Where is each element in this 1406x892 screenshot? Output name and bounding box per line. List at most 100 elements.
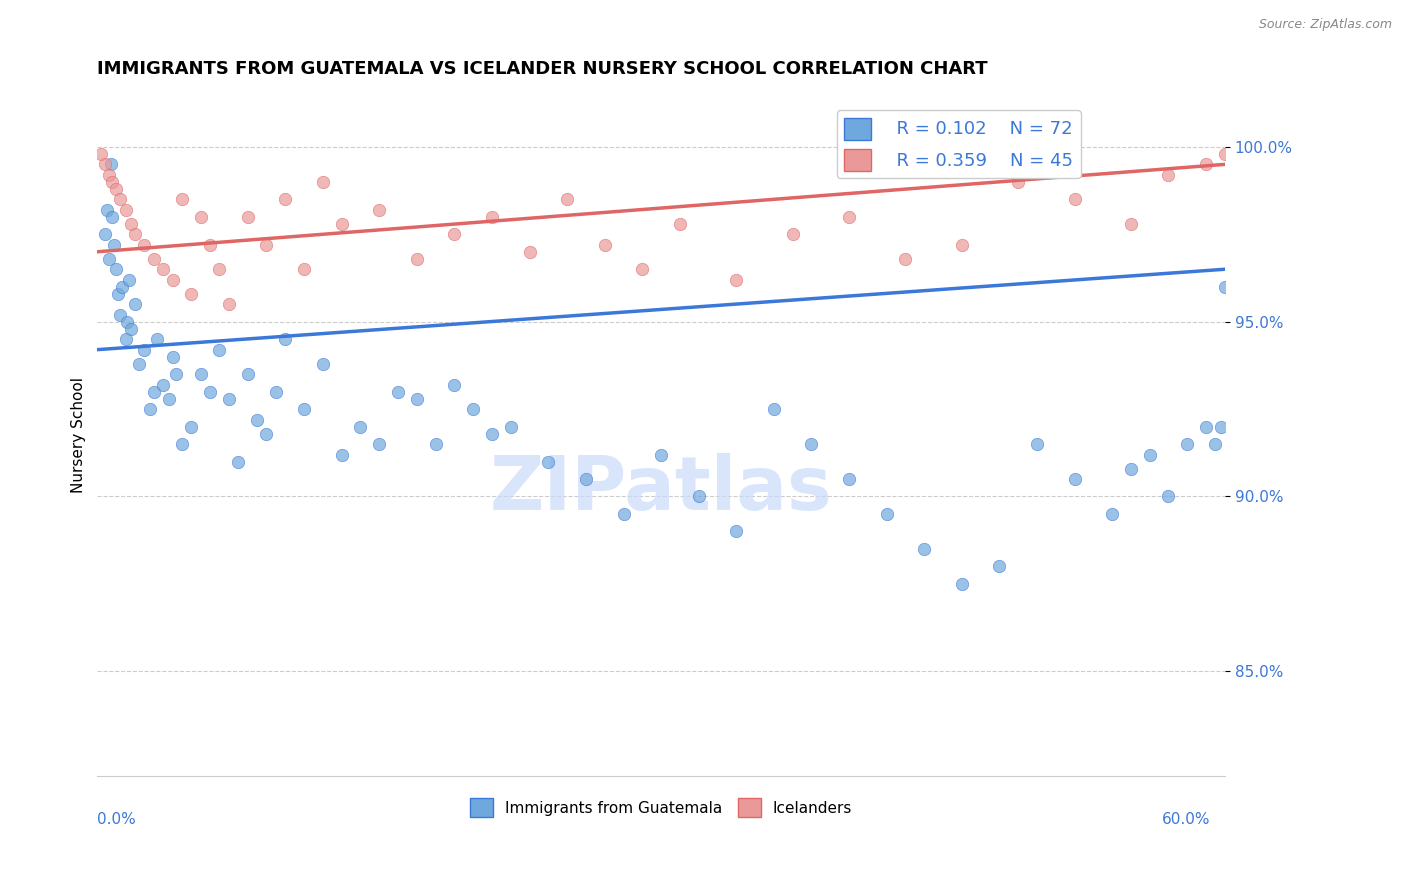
Point xyxy=(152,377,174,392)
Point xyxy=(387,384,409,399)
Point xyxy=(120,217,142,231)
Point xyxy=(555,192,578,206)
Point xyxy=(330,217,353,231)
Point xyxy=(612,507,634,521)
Point xyxy=(246,412,269,426)
Point xyxy=(631,262,654,277)
Point xyxy=(107,286,129,301)
Point xyxy=(198,237,221,252)
Point xyxy=(1007,175,1029,189)
Point xyxy=(94,157,117,171)
Point xyxy=(118,273,141,287)
Point xyxy=(894,252,917,266)
Text: 60.0%: 60.0% xyxy=(1163,812,1211,827)
Point xyxy=(1063,192,1085,206)
Point xyxy=(575,472,598,486)
Point xyxy=(105,262,128,277)
Point xyxy=(1119,217,1142,231)
Point xyxy=(725,524,748,539)
Point xyxy=(1195,419,1218,434)
Point xyxy=(405,252,427,266)
Point xyxy=(405,392,427,406)
Point xyxy=(782,227,804,242)
Point xyxy=(236,367,259,381)
Point xyxy=(236,210,259,224)
Point xyxy=(838,472,860,486)
Point xyxy=(101,210,124,224)
Point xyxy=(1157,490,1180,504)
Point xyxy=(108,192,131,206)
Y-axis label: Nursery School: Nursery School xyxy=(72,377,86,493)
Point xyxy=(139,402,162,417)
Point xyxy=(157,392,180,406)
Point xyxy=(292,402,315,417)
Point xyxy=(226,454,249,468)
Point xyxy=(105,182,128,196)
Point xyxy=(1139,448,1161,462)
Point xyxy=(1209,419,1232,434)
Point xyxy=(146,332,169,346)
Point xyxy=(190,210,212,224)
Point xyxy=(800,437,823,451)
Point xyxy=(443,227,465,242)
Text: IMMIGRANTS FROM GUATEMALA VS ICELANDER NURSERY SCHOOL CORRELATION CHART: IMMIGRANTS FROM GUATEMALA VS ICELANDER N… xyxy=(97,60,988,78)
Point xyxy=(97,168,120,182)
Point xyxy=(190,367,212,381)
Legend: Immigrants from Guatemala, Icelanders: Immigrants from Guatemala, Icelanders xyxy=(464,792,858,823)
Point xyxy=(103,237,125,252)
Point xyxy=(142,384,165,399)
Point xyxy=(124,297,146,311)
Point xyxy=(114,332,136,346)
Point xyxy=(117,315,139,329)
Point xyxy=(94,227,117,242)
Point xyxy=(152,262,174,277)
Point xyxy=(1063,472,1085,486)
Point xyxy=(274,192,297,206)
Text: Source: ZipAtlas.com: Source: ZipAtlas.com xyxy=(1258,18,1392,31)
Point xyxy=(114,202,136,217)
Point xyxy=(165,367,187,381)
Point xyxy=(134,343,156,357)
Point xyxy=(688,490,710,504)
Point xyxy=(950,577,973,591)
Point xyxy=(443,377,465,392)
Point xyxy=(111,279,134,293)
Point xyxy=(170,437,193,451)
Point xyxy=(162,350,184,364)
Point xyxy=(669,217,692,231)
Point xyxy=(312,357,335,371)
Point xyxy=(1157,168,1180,182)
Point xyxy=(120,321,142,335)
Point xyxy=(264,384,287,399)
Point xyxy=(256,426,278,441)
Point xyxy=(1195,157,1218,171)
Point xyxy=(124,227,146,242)
Point xyxy=(274,332,297,346)
Point xyxy=(1119,461,1142,475)
Point xyxy=(876,507,898,521)
Point xyxy=(312,175,335,189)
Point xyxy=(218,392,240,406)
Point xyxy=(128,357,150,371)
Point xyxy=(142,252,165,266)
Point xyxy=(1213,279,1236,293)
Point xyxy=(208,343,231,357)
Point xyxy=(912,541,935,556)
Point xyxy=(90,146,112,161)
Point xyxy=(838,210,860,224)
Point xyxy=(134,237,156,252)
Point xyxy=(481,210,503,224)
Point xyxy=(1213,146,1236,161)
Point xyxy=(1204,437,1226,451)
Point xyxy=(330,448,353,462)
Point xyxy=(1026,437,1049,451)
Point xyxy=(349,419,371,434)
Point xyxy=(481,426,503,441)
Point xyxy=(97,252,120,266)
Point xyxy=(499,419,522,434)
Point xyxy=(170,192,193,206)
Point xyxy=(256,237,278,252)
Point xyxy=(988,559,1011,574)
Point xyxy=(100,157,122,171)
Point xyxy=(425,437,447,451)
